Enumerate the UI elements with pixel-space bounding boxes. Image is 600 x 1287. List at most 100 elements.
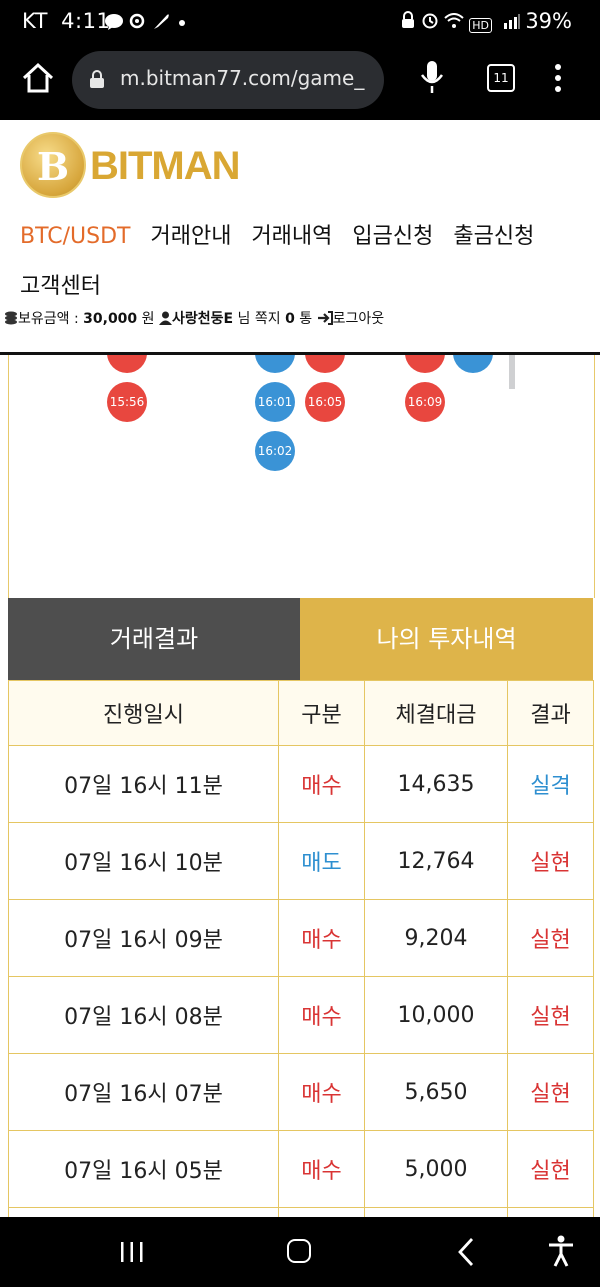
signal-icon [504, 14, 521, 29]
chart-dot: 16:02 [255, 431, 295, 471]
balance-value: 30,000 [83, 311, 138, 327]
nav-item-trade-history[interactable]: 거래내역 [251, 224, 333, 249]
chart-dot: 15:56 [107, 382, 147, 422]
trade-dot-chart: 15:56 16:01 16:05 16:09 16:02 [8, 355, 595, 598]
logout-icon[interactable] [317, 311, 333, 325]
column-header-datetime: 진행일시 [8, 680, 279, 746]
more-menu-icon[interactable] [551, 62, 565, 94]
chart-dot-cutoff [305, 355, 345, 373]
cell-result: 실격 [507, 745, 594, 823]
site-header: B BITMAN BTC/USDT 거래안내 거래내역 입금신청 출금신청고객센터 보유… [0, 120, 600, 355]
chart-dot: 16:01 [255, 382, 295, 422]
cell-datetime: 07일 16시 10분 [8, 822, 279, 900]
balance-unit: 원 [141, 311, 155, 327]
username[interactable]: 사랑천둥E [171, 311, 234, 327]
table-row: 07일 16시 11분 매수 14,635 실격 [8, 745, 594, 823]
cell-type: 매수 [278, 1130, 365, 1208]
hd-icon: HD [469, 18, 493, 33]
table-row: 07일 16시 10분 매도 12,764 실현 [8, 822, 594, 900]
nav-item-withdraw[interactable]: 출금신청 [453, 224, 535, 249]
tab-switcher-button[interactable]: 11 [487, 64, 515, 92]
user-icon [158, 311, 172, 325]
lock-icon [402, 11, 414, 28]
home-button-icon[interactable] [287, 1239, 311, 1263]
nav-item-deposit[interactable]: 입금신청 [352, 224, 434, 249]
wifi-icon [444, 13, 464, 28]
chart-dot-cutoff [255, 355, 295, 373]
cell-result: 실현 [507, 899, 594, 977]
cell-type: 매수 [278, 976, 365, 1054]
system-navigation-bar [0, 1217, 600, 1287]
bitman-logo[interactable]: B BITMAN [20, 132, 260, 202]
status-bar: KT 4:11 HD 39% [0, 0, 600, 44]
browser-toolbar: m.bitman77.com/game_ 11 [0, 44, 600, 120]
result-tabs: 거래결과 나의 투자내역 [8, 598, 593, 680]
cell-amount: 9,204 [364, 899, 508, 977]
cell-result: 실현 [507, 822, 594, 900]
url-text[interactable]: m.bitman77.com/game_ [120, 66, 365, 90]
home-icon[interactable] [20, 60, 56, 96]
tab-my-investments[interactable]: 나의 투자내역 [300, 598, 593, 680]
cell-amount: 14,635 [364, 745, 508, 823]
talk-icon [105, 14, 123, 30]
cell-type: 매수 [278, 745, 365, 823]
honorific: 님 [237, 311, 251, 327]
cell-amount: 10,000 [364, 976, 508, 1054]
logout-link[interactable]: 로그아웃 [332, 311, 385, 327]
cell-datetime: 07일 16시 05분 [8, 1130, 279, 1208]
cell-amount: 5,650 [364, 1053, 508, 1131]
main-nav: BTC/USDT 거래안내 거래내역 입금신청 출금신청고객센터 [20, 218, 590, 318]
tab-trade-results[interactable]: 거래결과 [8, 598, 300, 680]
table-row: 07일 16시 08분 매수 10,000 실현 [8, 976, 594, 1054]
user-info-bar: 보유금액 : 30,000 원 사랑천둥E 님 쪽지 0 통 로그아웃 [4, 308, 384, 328]
cell-amount: 5,000 [364, 1130, 508, 1208]
nav-item-btc-usdt[interactable]: BTC/USDT [20, 224, 131, 249]
chart-dot-cutoff [405, 355, 445, 373]
microphone-icon[interactable] [418, 59, 446, 95]
cell-result: 실현 [507, 1053, 594, 1131]
address-bar[interactable]: m.bitman77.com/game_ [72, 51, 384, 109]
balance-label: 보유금액 : [18, 311, 79, 327]
column-header-amount: 체결대금 [364, 680, 508, 746]
message-label[interactable]: 쪽지 [254, 311, 281, 327]
chart-dot: 16:05 [305, 382, 345, 422]
recent-apps-icon[interactable] [119, 1241, 145, 1263]
cell-type: 매수 [278, 899, 365, 977]
clock: 4:11 [61, 9, 111, 33]
cell-datetime: 07일 16시 08분 [8, 976, 279, 1054]
dot-icon [179, 20, 186, 26]
column-header-result: 결과 [507, 680, 594, 746]
cell-result: 실현 [507, 1130, 594, 1208]
cell-datetime: 07일 16시 07분 [8, 1053, 279, 1131]
brand-name: BITMAN [90, 144, 241, 188]
table-row: 07일 16시 05분 매수 5,000 실현 [8, 1130, 594, 1208]
chart-dot: 16:09 [405, 382, 445, 422]
chart-scrollbar[interactable] [509, 355, 515, 389]
cell-amount: 12,764 [364, 822, 508, 900]
message-unit: 통 [299, 311, 313, 327]
cell-datetime: 07일 16시 09분 [8, 899, 279, 977]
table-header-row: 진행일시 구분 체결대금 결과 [8, 680, 594, 746]
cell-datetime: 07일 16시 11분 [8, 745, 279, 823]
battery-percent: 39% [525, 9, 572, 33]
cell-type: 매도 [278, 822, 365, 900]
carrier-label: KT [22, 9, 48, 33]
column-header-type: 구분 [278, 680, 365, 746]
padlock-icon [90, 70, 104, 88]
table-row: 07일 16시 07분 매수 5,650 실현 [8, 1053, 594, 1131]
accessibility-icon[interactable] [547, 1235, 575, 1267]
location-icon [130, 13, 145, 29]
message-count: 0 [285, 311, 295, 327]
back-icon[interactable] [456, 1237, 476, 1267]
alarm-icon [422, 13, 438, 29]
chart-dot-cutoff [453, 355, 493, 373]
cell-result: 실현 [507, 976, 594, 1054]
coins-icon [5, 311, 17, 325]
cell-type: 매수 [278, 1053, 365, 1131]
nav-item-customer-center[interactable]: 고객센터 [20, 274, 101, 299]
chart-dot-cutoff [107, 355, 147, 373]
bitcoin-coin-icon: B [20, 132, 86, 198]
investment-history-table: 진행일시 구분 체결대금 결과 07일 16시 11분 매수 14,635 실격… [8, 680, 594, 1285]
feather-icon [153, 14, 169, 29]
nav-item-trade-guide[interactable]: 거래안내 [150, 224, 232, 249]
